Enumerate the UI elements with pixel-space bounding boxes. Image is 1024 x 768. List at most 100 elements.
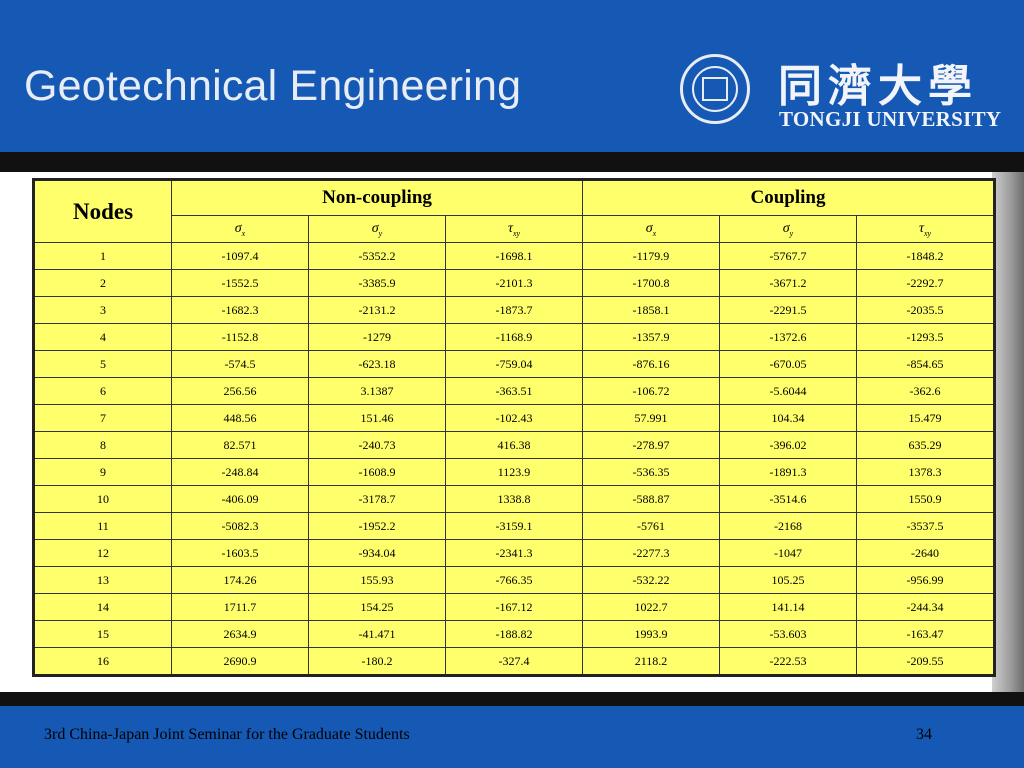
value-cell: -102.43: [445, 404, 583, 432]
value-cell: -278.97: [582, 431, 720, 459]
table-row: 12 -1603.5 -934.04 -2341.3 -2277.3 -1047 -2640: [33, 539, 995, 567]
value-cell: -406.09: [171, 485, 309, 513]
value-cell: 1550.9: [856, 485, 995, 513]
value-cell: 2634.9: [171, 620, 309, 648]
value-cell: 3.1387: [308, 377, 446, 405]
value-cell: -934.04: [308, 539, 446, 567]
node-cell: 15: [33, 620, 172, 648]
value-cell: -209.55: [856, 647, 995, 676]
value-cell: 1993.9: [582, 620, 720, 648]
value-cell: -1168.9: [445, 323, 583, 351]
value-cell: -1179.9: [582, 242, 720, 270]
value-cell: -623.18: [308, 350, 446, 378]
value-cell: 104.34: [719, 404, 857, 432]
value-cell: -188.82: [445, 620, 583, 648]
value-cell: 1378.3: [856, 458, 995, 486]
header-divider: [0, 152, 1024, 172]
university-seal-icon: [680, 54, 750, 124]
page-number: 34: [916, 726, 932, 743]
value-cell: 1123.9: [445, 458, 583, 486]
value-cell: -1047: [719, 539, 857, 567]
value-cell: -363.51: [445, 377, 583, 405]
node-cell: 14: [33, 593, 172, 621]
footer-text: 3rd China-Japan Joint Seminar for the Gr…: [44, 726, 410, 743]
value-cell: 151.46: [308, 404, 446, 432]
value-cell: 2690.9: [171, 647, 309, 676]
node-cell: 10: [33, 485, 172, 513]
value-cell: 416.38: [445, 431, 583, 459]
value-cell: -362.6: [856, 377, 995, 405]
value-cell: -1372.6: [719, 323, 857, 351]
value-cell: -3159.1: [445, 512, 583, 540]
symbol-header-xy-coupling: τxy: [856, 215, 995, 243]
value-cell: 155.93: [308, 566, 446, 594]
value-cell: 57.991: [582, 404, 720, 432]
university-chinese-name: 同濟大學: [778, 61, 978, 112]
node-cell: 1: [33, 242, 172, 270]
value-cell: -1891.3: [719, 458, 857, 486]
value-cell: -53.603: [719, 620, 857, 648]
value-cell: -240.73: [308, 431, 446, 459]
value-cell: 15.479: [856, 404, 995, 432]
value-cell: -167.12: [445, 593, 583, 621]
coupling-header: Coupling: [582, 179, 995, 216]
value-cell: -2101.3: [445, 269, 583, 297]
value-cell: -588.87: [582, 485, 720, 513]
stress-table: Nodes Non-coupling Coupling σx σy τxy σx σy τ…: [32, 178, 996, 677]
node-cell: 13: [33, 566, 172, 594]
nodes-header: Nodes: [33, 179, 172, 243]
symbol-header-y-non-coupling: σy: [308, 215, 446, 243]
symbol-header-x-coupling: σx: [582, 215, 720, 243]
table-row: 9 -248.84 -1608.9 1123.9 -536.35 -1891.3 1378.…: [33, 458, 995, 486]
value-cell: -1097.4: [171, 242, 309, 270]
value-cell: -396.02: [719, 431, 857, 459]
value-cell: -2292.7: [856, 269, 995, 297]
node-cell: 6: [33, 377, 172, 405]
node-cell: 9: [33, 458, 172, 486]
value-cell: -670.05: [719, 350, 857, 378]
value-cell: -876.16: [582, 350, 720, 378]
table-row: 14 1711.7 154.25 -167.12 1022.7 141.14 -244.34: [33, 593, 995, 621]
slide-footer: 3rd China-Japan Joint Seminar for the Gr…: [0, 706, 1024, 768]
value-cell: -1152.8: [171, 323, 309, 351]
value-cell: -3537.5: [856, 512, 995, 540]
symbol-header-xy-non-coupling: τxy: [445, 215, 583, 243]
value-cell: 256.56: [171, 377, 309, 405]
table-row: 16 2690.9 -180.2 -327.4 2118.2 -222.53 -209.55: [33, 647, 995, 676]
table-row: 13 174.26 155.93 -766.35 -532.22 105.25 -956.9…: [33, 566, 995, 594]
value-cell: -3671.2: [719, 269, 857, 297]
value-cell: -574.5: [171, 350, 309, 378]
value-cell: -956.99: [856, 566, 995, 594]
value-cell: -1603.5: [171, 539, 309, 567]
value-cell: 82.571: [171, 431, 309, 459]
value-cell: -1682.3: [171, 296, 309, 324]
value-cell: -327.4: [445, 647, 583, 676]
table-body: 1 -1097.4 -5352.2 -1698.1 -1179.9 -5767.7 -184…: [33, 242, 995, 676]
value-cell: 635.29: [856, 431, 995, 459]
value-cell: -1858.1: [582, 296, 720, 324]
value-cell: -1293.5: [856, 323, 995, 351]
node-cell: 4: [33, 323, 172, 351]
value-cell: -3514.6: [719, 485, 857, 513]
value-cell: -759.04: [445, 350, 583, 378]
value-cell: -5352.2: [308, 242, 446, 270]
table-row: 4 -1152.8 -1279 -1168.9 -1357.9 -1372.6 -1293.…: [33, 323, 995, 351]
node-cell: 2: [33, 269, 172, 297]
value-cell: -163.47: [856, 620, 995, 648]
value-cell: -2291.5: [719, 296, 857, 324]
side-stripe: [992, 172, 1024, 692]
table-row: 6 256.56 3.1387 -363.51 -106.72 -5.6044 -362.6: [33, 377, 995, 405]
value-cell: 1022.7: [582, 593, 720, 621]
value-cell: -3385.9: [308, 269, 446, 297]
value-cell: -1700.8: [582, 269, 720, 297]
symbol-header-x-non-coupling: σx: [171, 215, 309, 243]
slide-header: Geotechnical Engineering 同濟大學 TONGJI UNI…: [0, 0, 1024, 152]
value-cell: -854.65: [856, 350, 995, 378]
symbol-header-row: σx σy τxy σx σy τxy: [34, 215, 995, 243]
value-cell: -1608.9: [308, 458, 446, 486]
value-cell: 141.14: [719, 593, 857, 621]
value-cell: -5082.3: [171, 512, 309, 540]
non-coupling-header: Non-coupling: [171, 179, 583, 216]
value-cell: -1848.2: [856, 242, 995, 270]
node-cell: 16: [33, 647, 172, 676]
